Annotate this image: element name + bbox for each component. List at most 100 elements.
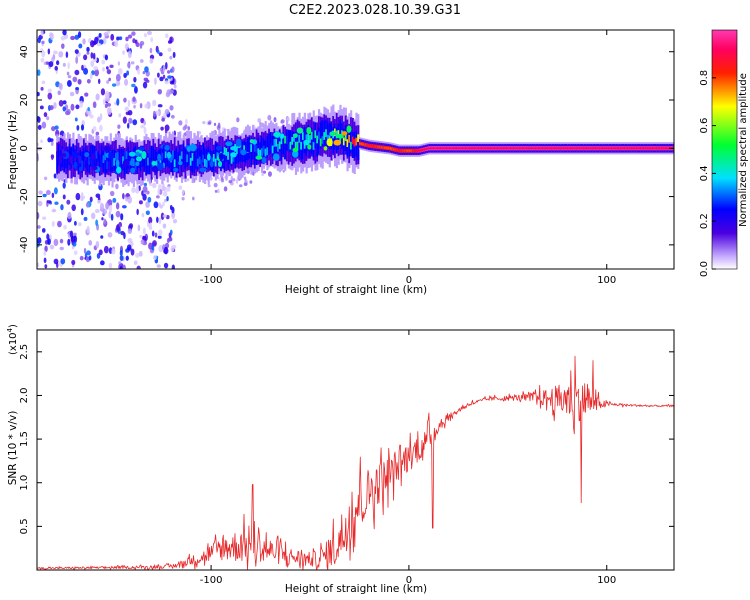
spectrogram-noise-speck [186, 178, 190, 182]
spectrogram-ridge-cell [202, 143, 205, 165]
spectrogram-noise-speck [106, 107, 112, 115]
spectrogram-noise-speck [122, 116, 127, 124]
spectrogram-ridge-core [239, 145, 242, 154]
spectrogram-noise-speck [102, 67, 105, 72]
spectrogram-ridge-peak [478, 147, 481, 150]
spectrogram-noise-speck [37, 211, 40, 220]
spectrogram-blob [71, 151, 79, 158]
spectrogram-blob [303, 139, 310, 146]
spectrogram-ridge-peak [364, 143, 367, 146]
spectrogram-ridge-cell [326, 120, 330, 148]
spectrogram-noise-speck [160, 126, 164, 131]
spectrogram-noise-speck [141, 190, 144, 197]
spectrogram-noise-speck [159, 76, 164, 82]
spectrogram-ridge-core [86, 155, 89, 164]
spectrogram-ridge-core [179, 155, 182, 164]
spectrogram-noise-speck [61, 43, 65, 49]
spectrogram-blob [218, 152, 224, 161]
spectrogram-y-tick-label: -40 [19, 237, 30, 253]
spectrogram-noise-speck [149, 222, 152, 229]
spectrogram-noise-speck [111, 248, 116, 255]
spectrogram-ridge-cell [150, 145, 153, 167]
spectrogram-noise-speck [79, 100, 84, 108]
spectrogram-noise-speck [167, 186, 171, 192]
spectrogram-noise-speck [158, 229, 163, 237]
spectrogram-noise-speck [71, 204, 76, 212]
spectrogram-noise-speck [42, 216, 47, 220]
spectrogram-noise-speck [126, 244, 132, 251]
spectrogram-blob [346, 125, 352, 133]
spectrogram-heatmap [37, 30, 674, 269]
spectrogram-ridge-peak [540, 147, 543, 150]
spectrogram-noise-speck [169, 55, 173, 60]
spectrogram-ridge-core [125, 151, 128, 160]
spectrogram-noise-speck [51, 126, 56, 132]
spectrogram-noise-speck [80, 124, 85, 131]
spectrogram-noise-speck [131, 83, 136, 88]
spectrogram-ridge-peak [656, 147, 659, 150]
spectrogram-noise-speck [157, 49, 160, 55]
spectrogram-noise-speck [140, 124, 145, 129]
spectrogram-noise-speck [103, 218, 107, 225]
spectrogram-noise-speck [100, 88, 106, 96]
spectrogram-noise-speck [163, 246, 169, 255]
spectrogram-noise-speck [136, 265, 141, 269]
spectrogram-ridge-core [287, 144, 290, 152]
spectrogram-ridge-cell [152, 146, 155, 168]
spectrogram-ridge-cell [321, 120, 324, 147]
spectrogram-ridge-core [335, 130, 339, 139]
spectrogram-noise-speck [178, 185, 183, 190]
spectrogram-blob [103, 145, 111, 152]
spectrogram-noise-speck [75, 104, 80, 110]
spectrogram-noise-speck [167, 47, 172, 52]
spectrogram-noise-speck [99, 113, 103, 121]
spectrogram-ridge-peak [410, 149, 413, 152]
spectrogram-noise-speck [158, 188, 163, 195]
spectrogram-ridge-core [122, 156, 125, 165]
spectrogram-ridge-peak [592, 147, 595, 150]
spectrogram-noise-speck [49, 138, 54, 142]
spectrogram-noise-speck [37, 69, 41, 76]
spectrogram-ridge-peak [480, 147, 483, 150]
spectrogram-noise-speck [70, 35, 76, 41]
spectrogram-ridge-peak [419, 149, 422, 152]
spectrogram-ridge-peak [481, 147, 485, 150]
spectrogram-ridge-core [298, 134, 301, 143]
spectrogram-noise-speck [162, 74, 166, 79]
spectrogram-noise-speck [86, 78, 91, 84]
spectrogram-ridge-core [266, 147, 269, 156]
spectrogram-noise-speck [130, 248, 135, 256]
snr-y-axis-label: SNR (10 * v/v) [7, 411, 19, 486]
spectrogram-ridge-core [70, 156, 73, 165]
spectrogram-ridge-peak [622, 147, 625, 150]
spectrogram-noise-speck [74, 69, 80, 76]
spectrogram-ridge-cell [132, 147, 136, 169]
spectrogram-noise-speck [142, 185, 148, 193]
snr-y-tick-label: 2.0 [19, 388, 30, 404]
spectrogram-noise-speck [60, 204, 64, 211]
spectrogram-noise-speck [37, 237, 42, 244]
spectrogram-ridge-cell [99, 154, 102, 176]
spectrogram-ridge-peak [631, 147, 634, 150]
spectrogram-ridge-cell [193, 151, 196, 173]
spectrogram-noise-speck [124, 196, 128, 202]
spectrogram-noise-speck [72, 76, 78, 83]
spectrogram-blob [240, 149, 247, 156]
spectrogram-noise-speck [157, 188, 160, 196]
spectrogram-noise-speck [85, 202, 90, 208]
spectrogram-noise-speck [100, 260, 105, 266]
spectrogram-noise-speck [139, 103, 143, 109]
spectrogram-noise-speck [145, 201, 150, 208]
spectrogram-ridge-cell [104, 153, 107, 175]
spectrogram-noise-speck [95, 131, 100, 136]
colorbar-tick-label: 0.0 [699, 261, 710, 277]
spectrogram-ridge-cell [269, 132, 273, 154]
spectrogram-x-tick-label: -100 [200, 275, 223, 286]
spectrogram-ridge-core [227, 152, 230, 160]
spectrogram-ridge-core [214, 158, 217, 167]
spectrogram-ridge-core [134, 161, 137, 170]
spectrogram-ridge-peak [485, 147, 488, 150]
spectrogram-ridge-peak [545, 147, 549, 150]
spectrogram-ridge-peak [492, 147, 495, 150]
spectrogram-ridge-core [273, 139, 276, 147]
